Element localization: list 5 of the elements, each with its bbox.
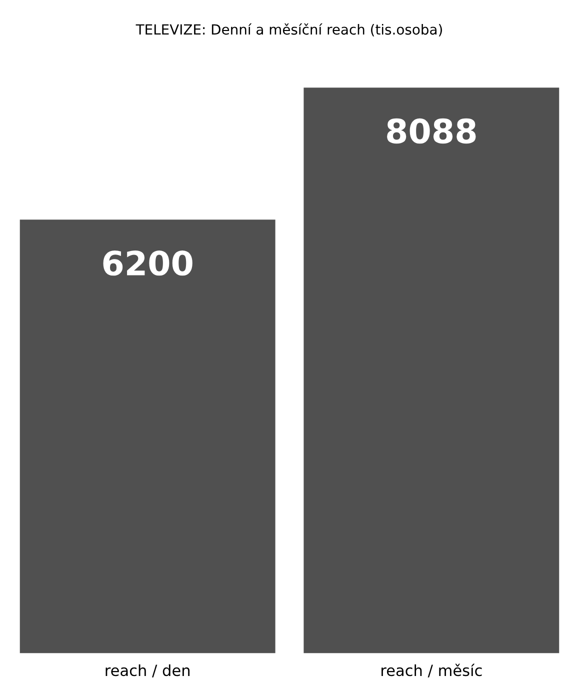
chart-title: TELEVIZE: Denní a měsíční reach (tis.osoba) (136, 23, 442, 36)
x-tick-label: reach / měsíc (382, 664, 482, 678)
data-label: 6200 (103, 250, 192, 276)
x-tick-label: reach / den (106, 664, 190, 678)
data-label: 8088 (387, 118, 476, 144)
